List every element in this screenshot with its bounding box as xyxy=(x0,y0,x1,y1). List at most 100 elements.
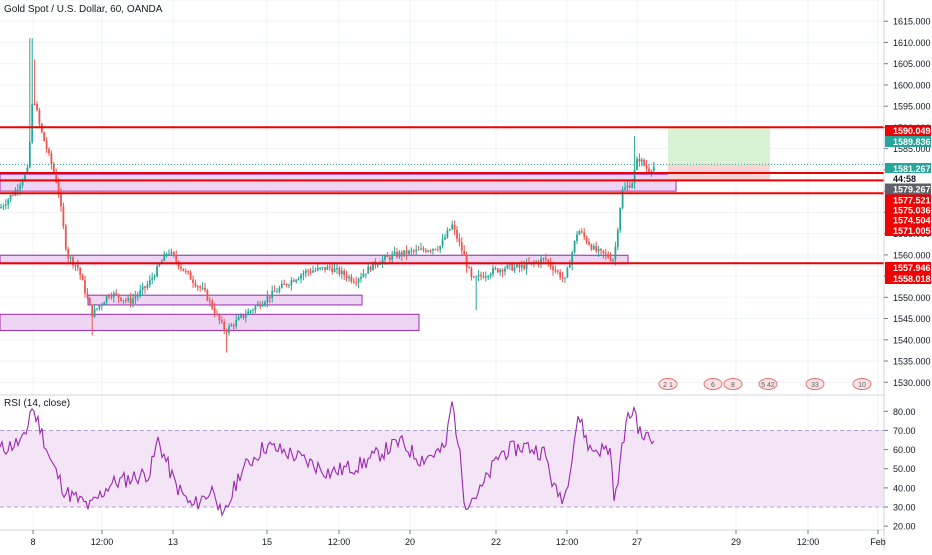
candle-body xyxy=(266,296,269,303)
candle-body xyxy=(72,257,74,266)
price-tick-label: 1530.000 xyxy=(893,378,931,388)
candle-body xyxy=(391,254,394,260)
candle-body xyxy=(648,168,650,172)
candle-body xyxy=(36,104,38,111)
time-tick-label: 12:00 xyxy=(797,537,820,547)
candle-body xyxy=(156,265,158,277)
candle-body xyxy=(261,304,264,307)
candle-body xyxy=(98,305,101,309)
candle-body xyxy=(278,287,281,292)
candle-body xyxy=(573,240,576,253)
time-tick-label: 12:00 xyxy=(91,537,114,547)
candle-body xyxy=(254,306,257,310)
candle-body xyxy=(597,248,600,252)
candle-body xyxy=(564,277,566,279)
candle-body xyxy=(542,258,545,260)
candle-body xyxy=(52,164,55,173)
candle-body xyxy=(19,185,22,190)
candle-body xyxy=(67,249,70,259)
candle-body xyxy=(93,308,96,317)
rsi-legend: RSI (14, close) xyxy=(4,398,71,409)
candle-body xyxy=(487,276,490,278)
candle-body xyxy=(76,264,79,268)
time-tick-label: 8 xyxy=(30,537,35,547)
candle-body xyxy=(336,267,338,269)
support-zone xyxy=(0,173,677,192)
candle-body xyxy=(513,267,516,271)
candle-body xyxy=(324,267,326,270)
candle-body xyxy=(624,187,626,190)
candle-body xyxy=(148,279,151,285)
candle-body xyxy=(621,189,624,209)
candle-body xyxy=(91,304,94,317)
candle-body xyxy=(180,266,182,269)
candle-body xyxy=(264,302,266,305)
candle-body xyxy=(345,275,348,279)
event-flag-icon xyxy=(852,378,872,390)
candle-body xyxy=(235,320,238,327)
candle-body xyxy=(626,185,629,188)
candle-body xyxy=(309,271,312,273)
candle-body xyxy=(578,231,581,235)
candle-body xyxy=(518,264,521,268)
candle-body xyxy=(568,264,571,268)
time-tick-label: 13 xyxy=(168,537,178,547)
event-flag-icon xyxy=(703,378,723,390)
candle-body xyxy=(307,270,310,272)
candle-body xyxy=(33,103,36,105)
candle-body xyxy=(105,296,108,303)
candle-body xyxy=(540,259,542,264)
candle-body xyxy=(477,274,480,277)
candle-body xyxy=(139,289,142,295)
candle-body xyxy=(216,313,218,315)
candle-body xyxy=(460,242,463,251)
candle-body xyxy=(28,142,31,168)
candle-body xyxy=(288,285,290,287)
candle-body xyxy=(561,277,564,279)
candle-body xyxy=(628,185,631,188)
event-count: 6 xyxy=(711,382,715,389)
candle-body xyxy=(415,249,418,252)
price-label-text: 1574.504 xyxy=(893,216,931,226)
price-label-text: 1579.267 xyxy=(893,185,931,195)
price-label-text: 1575.036 xyxy=(893,206,931,216)
candle-body xyxy=(403,250,406,256)
candle-body xyxy=(110,296,113,298)
price-label-text: 1577.521 xyxy=(893,196,931,206)
candle-body xyxy=(571,252,574,265)
price-label-text: 44:58 xyxy=(893,174,916,184)
price-tick-label: 1585.000 xyxy=(893,144,931,154)
candle-body xyxy=(175,255,178,262)
candle-body xyxy=(472,276,475,278)
candle-body xyxy=(208,300,211,302)
candle-body xyxy=(427,250,430,252)
position-target-zone xyxy=(668,128,770,165)
candle-body xyxy=(650,171,653,173)
candle-body xyxy=(448,229,451,231)
candle-body xyxy=(192,279,194,283)
candle-body xyxy=(393,251,396,255)
candle-body xyxy=(295,279,298,282)
candle-body xyxy=(556,270,559,272)
candle-body xyxy=(206,290,209,301)
candle-body xyxy=(84,280,86,294)
candle-body xyxy=(240,315,242,318)
candle-body xyxy=(367,266,370,274)
candle-body xyxy=(412,250,415,252)
candle-body xyxy=(283,283,286,285)
rsi-line xyxy=(0,401,655,517)
candle-body xyxy=(554,270,557,272)
candle-body xyxy=(249,310,252,312)
candle-body xyxy=(475,276,478,278)
candle-body xyxy=(499,269,502,273)
event-flag-icon xyxy=(805,378,825,390)
rsi-tick-label: 40.00 xyxy=(893,483,916,493)
time-tick-label: 15 xyxy=(262,537,272,547)
candle-body xyxy=(494,268,497,270)
candle-body xyxy=(458,238,461,243)
price-label-text: 1590.049 xyxy=(893,126,931,136)
price-label-tag xyxy=(885,183,931,195)
candle-body xyxy=(112,293,115,297)
